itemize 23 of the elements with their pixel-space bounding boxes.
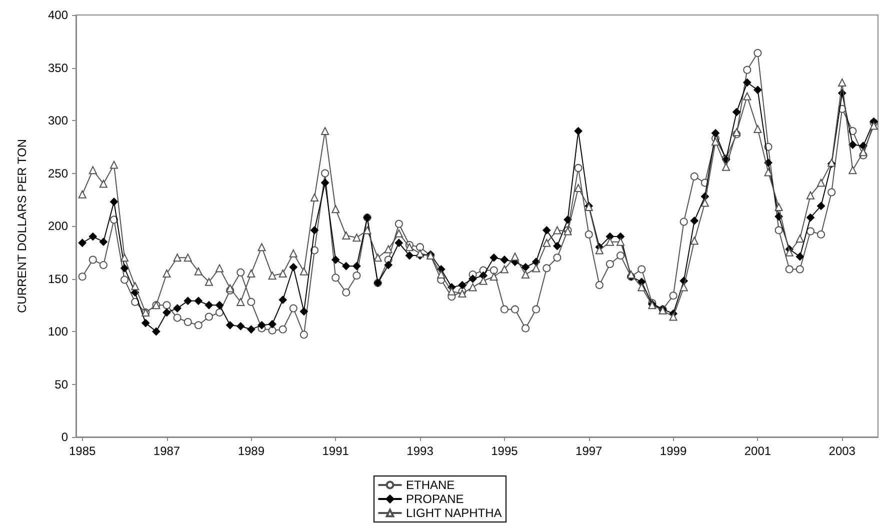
x-tick-label: 1985: [68, 444, 96, 458]
x-tick-label: 1999: [660, 444, 687, 458]
y-tick-label: 100: [48, 324, 68, 338]
x-tick-label: 1993: [406, 444, 434, 458]
y-tick-label: 200: [48, 219, 68, 233]
x-tick-label: 1989: [238, 444, 265, 458]
y-tick-label: 350: [48, 60, 68, 75]
y-tick-label: 250: [48, 166, 68, 180]
y-tick-label: 300: [48, 114, 68, 128]
x-tick-label: 2003: [828, 444, 856, 458]
y-tick-label: 400: [48, 8, 68, 22]
y-tick-label: 0: [61, 430, 68, 444]
x-tick-label: 1987: [153, 444, 180, 458]
y-tick-label: 150: [48, 272, 68, 286]
x-tick-label: 1997: [576, 444, 603, 458]
legend-label: LIGHT NAPHTHA: [406, 506, 502, 520]
y-axis-title: CURRENT DOLLARS PER TON: [15, 138, 29, 314]
legend-label: PROPANE: [406, 492, 464, 506]
y-tick-label: 50: [54, 377, 68, 392]
x-tick-label: 2001: [744, 444, 772, 458]
x-tick-label: 1991: [322, 444, 350, 458]
x-tick-label: 1995: [491, 444, 518, 458]
legend-label: ETHANE: [406, 478, 455, 492]
